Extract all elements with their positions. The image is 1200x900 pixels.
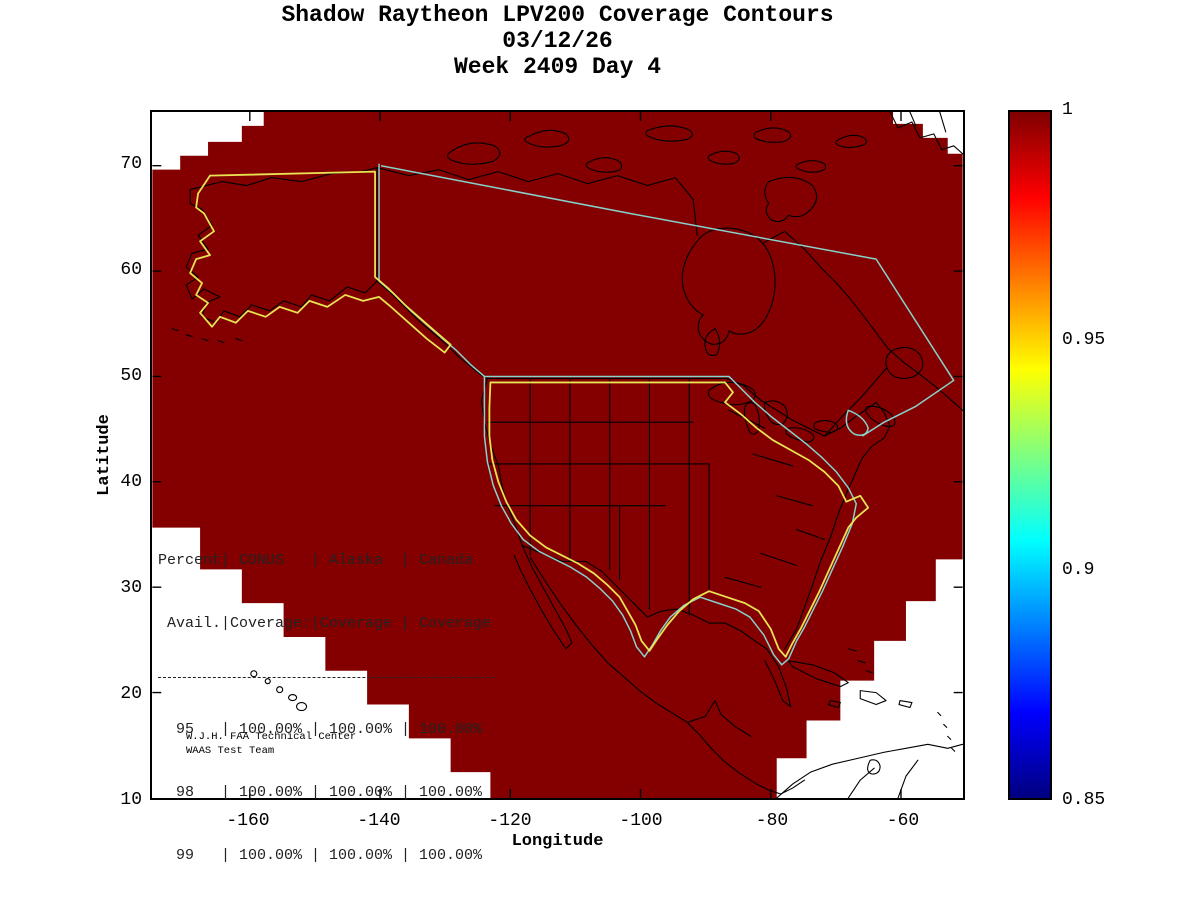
colorbar-tick-label: 0.85 xyxy=(1062,790,1106,810)
axis-tick-marks xyxy=(152,112,963,798)
credits-block: W.J.H. FAA Technical Center WAAS Test Te… xyxy=(186,730,356,758)
x-tick-label: -140 xyxy=(357,811,401,831)
y-tick-label: 70 xyxy=(120,154,142,174)
map-canvas xyxy=(152,112,963,798)
table-header-row: Percent| CONUS | Alaska | Canada xyxy=(158,552,474,569)
coverage-region xyxy=(152,112,963,798)
x-tick-label: -80 xyxy=(755,811,789,831)
colorbar-tick-label: 0.95 xyxy=(1062,330,1106,350)
y-tick-label: 50 xyxy=(120,366,142,386)
table-header-row: Avail.|Coverage:|Coverage | Coverage xyxy=(158,615,492,632)
y-axis-label: Latitude xyxy=(95,414,114,496)
plot-title-block: Shadow Raytheon LPV200 Coverage Contours… xyxy=(150,2,965,80)
x-tick-label: -120 xyxy=(488,811,532,831)
y-tick-label: 20 xyxy=(120,684,142,704)
plot-date: 03/12/26 xyxy=(502,28,613,54)
conus-alaska-contour-yellow xyxy=(189,170,870,658)
colorbar-tick-label: 0.9 xyxy=(1062,560,1095,580)
y-tick-label: 40 xyxy=(120,472,142,492)
y-tick-label: 10 xyxy=(120,790,142,810)
credit-line: WAAS Test Team xyxy=(186,745,275,757)
plot-area xyxy=(150,110,965,800)
table-row: 95 | 100.00% | 100.00% | 100.00% xyxy=(158,721,483,738)
x-tick-label: -160 xyxy=(226,811,270,831)
availability-table: Percent| CONUS | Alaska | Canada Avail.|… xyxy=(158,508,495,900)
plot-week-day: Week 2409 Day 4 xyxy=(453,54,662,80)
x-tick-label: -60 xyxy=(886,811,920,831)
x-tick-label: -100 xyxy=(619,811,663,831)
table-row: 98 | 100.00% | 100.00% | 100.00% xyxy=(158,784,483,801)
plot-title: Shadow Raytheon LPV200 Coverage Contours xyxy=(281,2,834,28)
x-axis-label: Longitude xyxy=(511,832,604,851)
colorbar xyxy=(1008,110,1052,800)
table-separator xyxy=(158,677,495,678)
colorbar-tick-label: 1 xyxy=(1062,100,1073,120)
credit-line: W.J.H. FAA Technical Center xyxy=(186,731,357,743)
y-tick-label: 60 xyxy=(120,260,142,280)
y-tick-label: 30 xyxy=(120,578,142,598)
table-row: 99 | 100.00% | 100.00% | 100.00% xyxy=(158,847,483,864)
